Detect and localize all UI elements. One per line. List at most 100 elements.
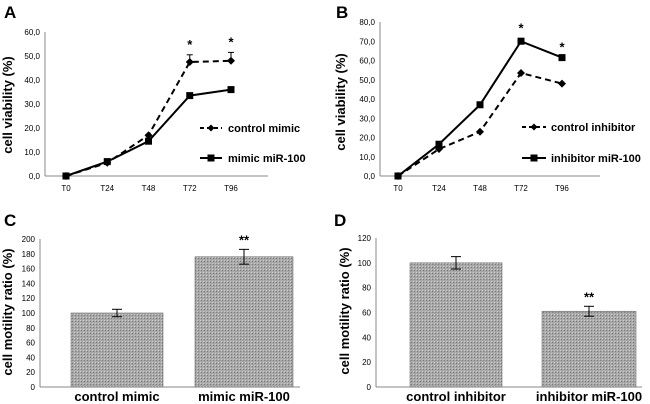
bar-control-mimic [70, 312, 164, 388]
significance-marker-mimic-mir-100: ** [239, 232, 250, 247]
x-tick-label-b-t72: T72 [514, 184, 528, 193]
x-ticks-b: T0 T24 T48 T72 T96 [393, 184, 569, 193]
data-point-mimic-mir-100-2 [145, 137, 152, 145]
y-tick-label-c-0: 0 [31, 383, 36, 392]
y-tick-label-d-5: 100 [358, 259, 372, 268]
significance-marker-b-t72: * [518, 20, 524, 35]
y-tick-label-c-9: 180 [22, 250, 36, 259]
y-tick-label-a-3: 30,0 [24, 100, 40, 109]
panel-d: D cell motility ratio (%) 0 20 40 60 80 100 12… [334, 211, 642, 404]
series-group-b [394, 37, 566, 180]
y-tick-label-a-1: 10,0 [24, 148, 40, 157]
y-tick-label-d-6: 120 [358, 234, 372, 243]
x-tick-label-mimic-mir-100: mimic miR-100 [198, 389, 290, 404]
legend-marker-square-a [207, 154, 215, 162]
panel-c: C cell motility ratio (%) 0 20 40 60 80 100 12… [0, 211, 300, 404]
significance-a: * * [187, 34, 234, 51]
data-point-control-inhibitor-4 [558, 79, 566, 88]
data-point-control-mimic-2 [144, 131, 153, 140]
significance-marker-b-t96: * [559, 40, 565, 55]
ylabel-a: cell viability (%) [0, 56, 15, 154]
y-tick-label-c-6: 120 [22, 294, 36, 303]
y-tick-label-d-4: 80 [362, 284, 371, 293]
legend-marker-diamond-a [207, 124, 215, 132]
ylabel-c: cell motility ratio (%) [0, 248, 15, 375]
x-tick-label-a-t96: T96 [224, 184, 238, 193]
y-tick-label-b-1: 10,0 [359, 153, 375, 162]
significance-b: ** [518, 20, 565, 54]
data-point-inhibitor-mir-100-3 [517, 37, 525, 45]
data-point-control-inhibitor-3 [517, 69, 525, 78]
panel-a: A cell viability (%) 0,0 10,0 20,0 30,0 40,0… [0, 3, 306, 193]
panel-label-c: C [4, 211, 16, 230]
y-tick-label-d-0: 0 [367, 383, 372, 392]
data-point-mimic-mir-100-4 [227, 86, 235, 94]
y-tick-label-b-3: 30,0 [359, 114, 375, 123]
legend-b: control inhibitor inhibitor miR-100 [522, 122, 641, 165]
panel-label-b: B [336, 3, 348, 22]
data-point-inhibitor-mir-100-1 [435, 140, 443, 148]
data-point-control-mimic-4 [227, 56, 235, 65]
y-ticks-a: 0,0 10,0 20,0 30,0 40,0 50,0 60,0 [24, 28, 40, 181]
x-tick-label-a-t24: T24 [100, 184, 114, 193]
bar-control-inhibitor [409, 262, 503, 388]
bars-c: control mimic mimic miR-100 [70, 248, 294, 404]
x-ticks-a: T0 T24 T48 T72 T96 [61, 184, 238, 193]
bar-mimic-mir-100 [194, 256, 294, 388]
y-tick-label-a-0: 0,0 [29, 172, 41, 181]
data-point-control-mimic-3 [185, 58, 194, 66]
y-tick-label-b-5: 50,0 [359, 76, 375, 85]
bars-d: control inhibitor inhibitor miR-100 [406, 256, 642, 404]
series-group-a [62, 51, 235, 180]
x-tick-label-a-t0: T0 [61, 184, 71, 193]
data-point-inhibitor-mir-100-2 [476, 101, 484, 109]
x-tick-label-b-t48: T48 [473, 184, 487, 193]
y-tick-label-c-10: 200 [22, 235, 36, 244]
data-point-mimic-mir-100-0 [62, 172, 70, 180]
data-point-control-inhibitor-2 [476, 127, 484, 136]
y-tick-label-d-3: 60 [362, 309, 371, 318]
y-tick-label-c-5: 100 [22, 309, 36, 318]
y-tick-label-a-4: 40,0 [24, 76, 40, 85]
panel-b: B cell viability (%) 0,0 10,0 20,0 30,0 40,0… [333, 3, 641, 193]
x-tick-label-b-t96: T96 [555, 184, 569, 193]
y-tick-label-a-2: 20,0 [24, 124, 40, 133]
x-tick-label-control-inhibitor: control inhibitor [406, 389, 506, 404]
x-tick-label-a-t72: T72 [183, 184, 197, 193]
legend-a: control mimic mimic miR-100 [200, 123, 306, 165]
x-tick-label-b-t24: T24 [432, 184, 446, 193]
ylabel-b: cell viability (%) [333, 53, 348, 151]
y-tick-label-c-8: 160 [22, 265, 36, 274]
panel-label-a: A [4, 3, 16, 22]
y-tick-label-b-2: 20,0 [359, 134, 375, 143]
y-tick-label-b-8: 80,0 [359, 18, 375, 27]
y-tick-label-c-7: 140 [22, 279, 36, 288]
y-tick-label-c-3: 60 [26, 339, 35, 348]
y-ticks-c: 0 20 40 60 80 100 120 140 160 180 200 [22, 235, 36, 392]
significance-marker-a-t72: * [187, 37, 193, 52]
y-ticks-d: 0 20 40 60 80 100 120 [358, 234, 372, 392]
y-tick-label-a-5: 50,0 [24, 52, 40, 61]
x-tick-label-a-t48: T48 [142, 184, 156, 193]
significance-d: ** [584, 289, 595, 304]
x-tick-label-inhibitor-mir-100: inhibitor miR-100 [536, 389, 642, 404]
y-ticks-b: 0,0 10,0 20,0 30,0 40,0 50,0 60,0 70,0 80,0 [359, 18, 375, 181]
data-point-inhibitor-mir-100-4 [558, 54, 566, 62]
significance-marker-inhibitor-mir-100: ** [584, 289, 595, 304]
y-tick-label-d-1: 20 [362, 358, 371, 367]
y-tick-label-b-0: 0,0 [364, 172, 376, 181]
legend-label-control-inhibitor: control inhibitor [551, 122, 636, 134]
legend-label-control-mimic: control mimic [228, 123, 300, 135]
data-point-mimic-mir-100-3 [186, 92, 194, 100]
y-tick-label-b-6: 60,0 [359, 57, 375, 66]
legend-label-inhibitor-mir-100: inhibitor miR-100 [551, 153, 641, 165]
data-point-inhibitor-mir-100-0 [394, 172, 402, 180]
legend-marker-diamond-b [530, 123, 538, 131]
legend-label-mimic-mir-100: mimic miR-100 [228, 153, 306, 165]
y-tick-label-c-1: 20 [26, 368, 35, 377]
legend-marker-square-b [530, 154, 538, 162]
x-tick-label-b-t0: T0 [393, 184, 403, 193]
significance-c: ** [239, 232, 250, 247]
x-tick-label-control-mimic: control mimic [74, 389, 159, 404]
y-tick-label-c-2: 40 [26, 353, 35, 362]
